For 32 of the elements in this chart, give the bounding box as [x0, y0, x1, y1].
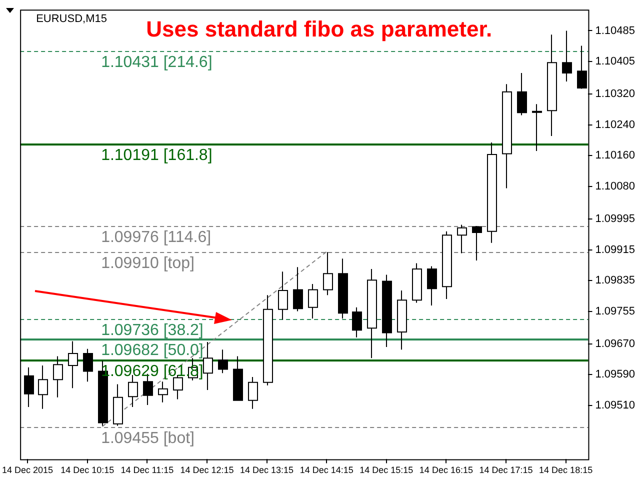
- y-tick-label: 1.10160: [595, 150, 636, 162]
- ref-line-label: 1.09976 [114.6]: [101, 228, 212, 246]
- x-tick-label: 14 Dec 10:15: [60, 465, 114, 476]
- y-tick-label: 1.10320: [595, 88, 636, 100]
- y-tick-label: 1.09995: [595, 213, 636, 226]
- ref-line-label: 1.10431 [214.6]: [101, 54, 212, 71]
- y-tick-label: 1.09835: [595, 274, 636, 287]
- y-tick-label: 1.09590: [595, 368, 636, 381]
- x-tick-label: 14 Dec 15:15: [360, 465, 414, 476]
- chart-title: Uses standard fibo as parameter.: [146, 16, 492, 42]
- x-tick-label: 14 Dec 14:15: [300, 465, 354, 476]
- y-tick-label: 1.09915: [595, 244, 636, 256]
- y-tick-label: 1.10405: [595, 56, 636, 68]
- x-tick-label: 14 Dec 12:15: [180, 465, 234, 476]
- x-tick-label: 14 Dec 18:15: [539, 465, 593, 476]
- y-tick-label: 1.10240: [595, 118, 636, 131]
- ref-line-label: 1.09736 [38.2]: [101, 322, 204, 339]
- ref-line-label: 1.09910 [top]: [101, 254, 194, 272]
- ref-line-label: 1.10191 [161.8]: [101, 146, 212, 164]
- ref-line-label: 1.09455 [bot]: [101, 430, 194, 447]
- y-tick-label: 1.10485: [595, 24, 636, 37]
- ref-line-label: 1.09682 [50.0]: [101, 342, 204, 359]
- y-tick-label: 1.10080: [595, 180, 636, 192]
- y-tick-label: 1.09755: [595, 305, 636, 318]
- x-tick-label: 14 Dec 11:15: [120, 465, 174, 476]
- y-tick-label: 1.09670: [595, 338, 636, 350]
- chart-subtitle: EURUSD,M15: [36, 13, 107, 26]
- x-tick-label: 14 Dec 13:15: [240, 465, 294, 476]
- x-tick-label: 14 Dec 16:15: [419, 465, 473, 476]
- y-tick-label: 1.09510: [595, 399, 636, 412]
- x-tick-label: 14 Dec 2015: [2, 465, 54, 476]
- x-tick-label: 14 Dec 17:15: [479, 465, 533, 476]
